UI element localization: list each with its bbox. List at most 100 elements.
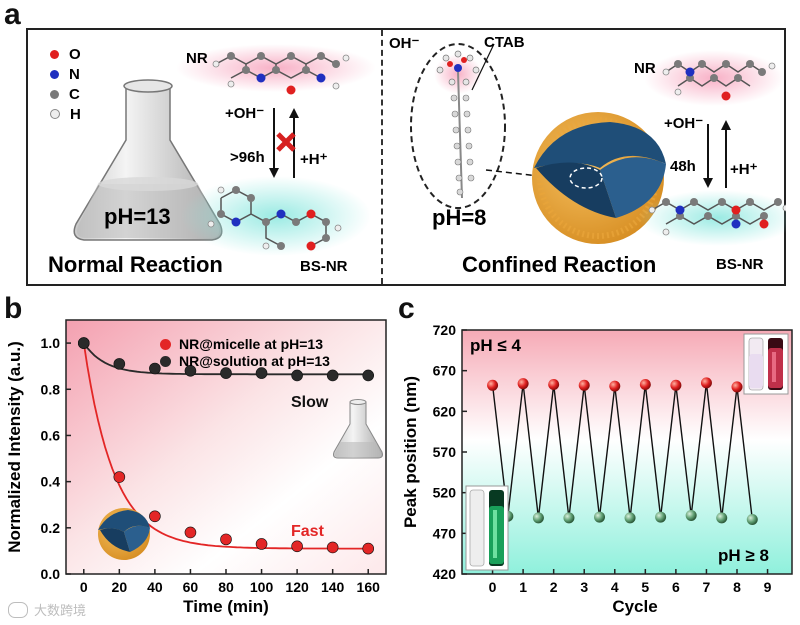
atom-legend-n: N bbox=[50, 64, 81, 84]
micelle-data-point bbox=[362, 542, 375, 555]
x-tick-label: 120 bbox=[285, 579, 309, 595]
basic-data-point bbox=[685, 509, 697, 521]
flask-icon bbox=[73, 79, 223, 241]
panel-c-letter: c bbox=[398, 292, 415, 325]
acidic-data-point bbox=[700, 377, 712, 389]
acidic-data-point bbox=[578, 379, 590, 391]
flask-ph-label: pH=13 bbox=[104, 204, 171, 229]
time-label-right: 48h bbox=[670, 158, 696, 175]
vial-inset-green-icon bbox=[465, 485, 509, 571]
y-tick-label: 420 bbox=[433, 566, 457, 582]
blocked-cross-icon bbox=[276, 132, 296, 152]
ctab-label: CTAB bbox=[484, 34, 525, 51]
ph8-label: pH=8 bbox=[432, 205, 487, 230]
x-tick-label: 60 bbox=[183, 579, 199, 595]
y-tick-label: 720 bbox=[433, 322, 457, 338]
plot-area-c bbox=[461, 329, 793, 575]
micelle-icon bbox=[532, 112, 666, 244]
solution-data-point bbox=[220, 367, 232, 379]
h-arrow-label-left: +H⁺ bbox=[300, 151, 328, 168]
y-tick-label: 620 bbox=[433, 403, 457, 419]
micelle-data-point bbox=[326, 541, 339, 554]
basic-data-point bbox=[655, 511, 667, 523]
normal-reaction-title: Normal Reaction bbox=[48, 252, 223, 277]
y-tick-label: 670 bbox=[433, 363, 457, 379]
legend-micelle: NR@micelle at pH=13 bbox=[160, 336, 323, 352]
reaction-arrows-right bbox=[703, 120, 731, 188]
cycle-zigzag-line bbox=[491, 382, 753, 520]
legend-micelle-marker bbox=[160, 338, 171, 350]
solution-data-point bbox=[291, 369, 303, 382]
x-tick-label: 20 bbox=[112, 579, 128, 595]
solution-data-point bbox=[255, 367, 268, 379]
y-tick-label: 0.8 bbox=[41, 381, 61, 397]
x-tick-label: 160 bbox=[357, 579, 381, 595]
fast-label: Fast bbox=[291, 523, 324, 540]
micelle-data-point bbox=[291, 540, 303, 553]
nr-molecule-right bbox=[644, 50, 784, 106]
y-axis-label: Peak position (nm) bbox=[401, 376, 420, 528]
acidic-data-point bbox=[517, 378, 529, 390]
decay-chart: 0 20 40 60 80 100 120 140 160 0.0 0.2 0.4 0.6 0.8 1.0 T… bbox=[5, 319, 387, 616]
solution-data-point bbox=[149, 362, 161, 375]
x-tick-label: 1 bbox=[519, 579, 527, 595]
x-tick-label: 2 bbox=[550, 579, 558, 595]
x-axis-label: Cycle bbox=[612, 597, 657, 616]
h-arrow-label-right: +H⁺ bbox=[730, 161, 758, 178]
acidic-data-point bbox=[670, 379, 682, 391]
basic-data-point bbox=[594, 511, 605, 523]
cycle-chart: 0 1 2 3 4 5 6 7 8 9 420 470 520 570 620 670 720 Cycle Peak… bbox=[401, 322, 793, 616]
legend-solution-label: NR@solution at pH=13 bbox=[179, 353, 330, 369]
x-tick-label: 7 bbox=[703, 579, 711, 595]
atom-legend-h: H bbox=[50, 104, 81, 124]
solution-data-point bbox=[326, 369, 339, 382]
legend-solution: NR@solution at pH=13 bbox=[160, 353, 330, 369]
acidic-data-point bbox=[639, 378, 651, 390]
y-tick-label: 470 bbox=[433, 525, 457, 541]
flask-inset-icon bbox=[333, 399, 383, 459]
oh-arrow-label-right: +OH⁻ bbox=[664, 115, 704, 132]
x-tick-label: 0 bbox=[489, 579, 497, 595]
vial-inset-red-icon bbox=[743, 333, 789, 395]
ph-high-label: pH ≥ 8 bbox=[718, 546, 769, 565]
atom-legend: O N C H bbox=[50, 44, 81, 124]
confined-reaction-title: Confined Reaction bbox=[462, 252, 657, 277]
time-label-left: >96h bbox=[230, 149, 265, 166]
basic-data-point bbox=[624, 512, 636, 524]
x-axis-label: Time (min) bbox=[183, 597, 269, 616]
oh-arrow-label-left: +OH⁻ bbox=[225, 105, 265, 122]
panel-a-illustration bbox=[73, 43, 786, 256]
x-tick-label: 40 bbox=[147, 579, 163, 595]
panel-a-letter: a bbox=[4, 0, 21, 31]
ctab-dashed-ellipse bbox=[410, 43, 506, 209]
panel-b-letter: b bbox=[4, 292, 23, 325]
solution-data-point bbox=[77, 337, 90, 349]
fit-curve-micelle bbox=[82, 342, 369, 550]
x-tick-label: 100 bbox=[250, 579, 274, 595]
x-tick-label: 9 bbox=[764, 579, 772, 595]
x-tick-label: 5 bbox=[641, 579, 649, 595]
x-tick-label: 8 bbox=[733, 579, 741, 595]
micelle-data-point bbox=[220, 533, 232, 546]
atom-legend-c: C bbox=[50, 84, 81, 104]
y-tick-label: 0.4 bbox=[41, 474, 61, 490]
legend-solution-marker bbox=[160, 355, 171, 367]
bsnr-molecule-left bbox=[181, 176, 371, 256]
acidic-data-point bbox=[609, 380, 621, 392]
watermark-logo-icon bbox=[8, 601, 28, 618]
x-tick-label: 4 bbox=[611, 579, 619, 595]
micelle-inset-icon bbox=[98, 508, 150, 560]
micelle-data-point bbox=[149, 510, 161, 523]
x-tick-label: 6 bbox=[672, 579, 680, 595]
basic-data-point bbox=[532, 512, 544, 524]
bsnr-molecule-right bbox=[638, 190, 786, 246]
solution-data-point bbox=[362, 369, 375, 382]
micelle-data-point bbox=[113, 471, 126, 483]
basic-data-point bbox=[746, 514, 758, 526]
nr-molecule-left bbox=[176, 44, 376, 95]
y-tick-label: 0.6 bbox=[41, 427, 61, 443]
acidic-data-point bbox=[548, 378, 560, 390]
micelle-data-point bbox=[184, 526, 197, 539]
atom-legend-o: O bbox=[50, 44, 81, 64]
x-tick-label: 140 bbox=[321, 579, 345, 595]
